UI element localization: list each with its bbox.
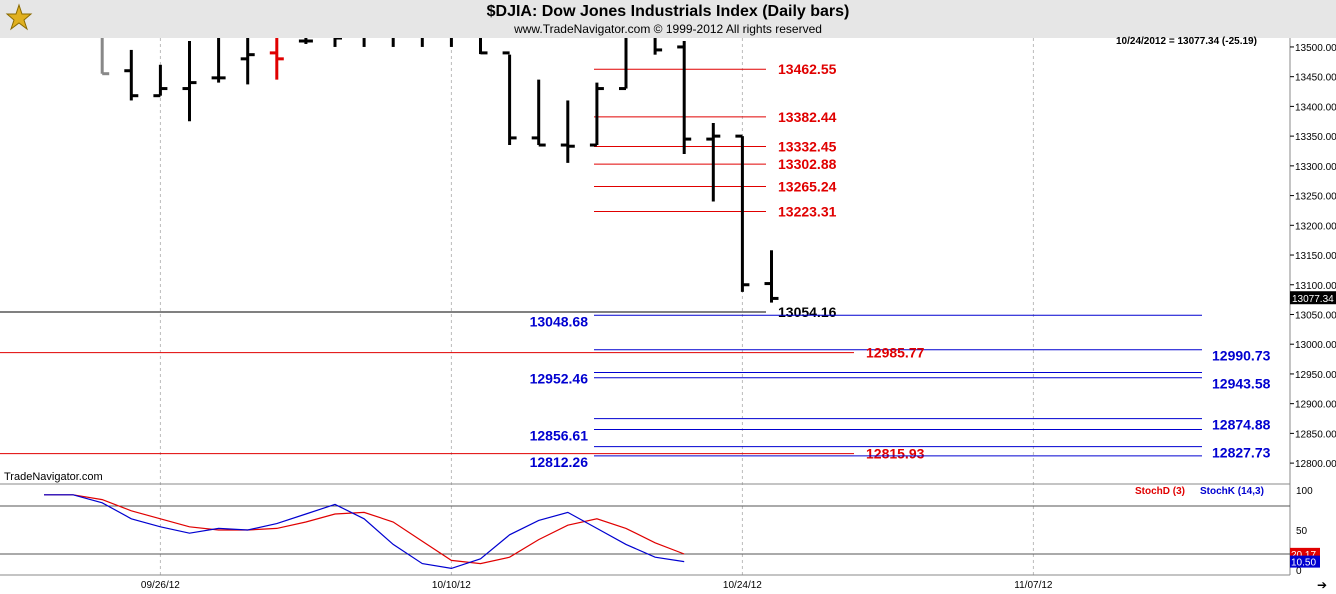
y-tick-label: 12800.00: [1295, 459, 1336, 470]
ohlc-bar[interactable]: [124, 49, 139, 101]
stoch-last-tag: 10.50: [1291, 558, 1316, 569]
stoch-series-line: [44, 494, 685, 570]
level-label: 12952.46: [530, 370, 589, 386]
ohlc-bar[interactable]: [386, 11, 400, 47]
x-tick-label: 11/07/12: [1014, 580, 1053, 591]
last-price-tag-bg: [1290, 291, 1336, 305]
x-tick-label: 09/26/12: [141, 580, 180, 591]
ohlc-bar[interactable]: [328, 11, 342, 47]
ohlc-bar[interactable]: [444, 11, 458, 47]
trade-navigator-logo-icon[interactable]: [4, 2, 34, 32]
level-label: 13462.55: [778, 61, 837, 77]
ohlc-bar[interactable]: [706, 123, 721, 202]
ohlc-bar[interactable]: [560, 100, 575, 163]
level-label: 12990.73: [1212, 348, 1271, 364]
legend-stoch-k: StochK (14,3): [1200, 486, 1264, 497]
chart-subtitle: www.TradeNavigator.com © 1999-2012 All r…: [514, 22, 822, 36]
ohlc-bars: [95, 5, 779, 303]
y-tick-label: 13050.00: [1295, 310, 1336, 321]
level-label: 12874.88: [1212, 417, 1271, 433]
stoch-y-tick-label: 50: [1296, 526, 1308, 537]
y-tick-label: 13350.00: [1295, 132, 1336, 143]
ohlc-bar[interactable]: [474, 11, 488, 55]
ohlc-bar[interactable]: [619, 35, 633, 91]
y-tick-label: 13200.00: [1295, 221, 1336, 232]
y-tick-label: 13000.00: [1295, 340, 1336, 351]
y-tick-label: 12950.00: [1295, 370, 1336, 381]
level-label: 12856.61: [530, 427, 589, 443]
level-label: 12943.58: [1212, 376, 1271, 392]
chart-title: $DJIA: Dow Jones Industrials Index (Dail…: [486, 3, 850, 20]
scroll-right-arrow-icon[interactable]: ➔: [1316, 578, 1328, 592]
stoch-last-tag: 20.17: [1291, 550, 1316, 561]
ohlc-bar[interactable]: [531, 79, 546, 147]
level-label: 13332.45: [778, 139, 837, 155]
y-tick-label: 13100.00: [1295, 281, 1336, 292]
ohlc-bar[interactable]: [211, 35, 226, 83]
y-tick-label: 13150.00: [1295, 251, 1336, 262]
level-label: 12985.77: [866, 345, 925, 361]
ohlc-bar[interactable]: [95, 5, 110, 76]
ohlc-bar[interactable]: [415, 11, 429, 47]
ohlc-bar[interactable]: [764, 250, 779, 303]
ohlc-bar[interactable]: [269, 35, 284, 80]
watermark: TradeNavigator.com: [4, 471, 103, 483]
ohlc-bar[interactable]: [298, 35, 313, 44]
level-label: 13302.88: [778, 156, 837, 172]
ohlc-bar[interactable]: [735, 134, 750, 292]
ohlc-bar[interactable]: [182, 41, 197, 122]
level-label: 12815.93: [866, 446, 925, 462]
title-bar: [0, 0, 1336, 38]
y-tick-label: 13300.00: [1295, 162, 1336, 173]
stoch-series-line: [44, 494, 685, 565]
stoch-y-tick-label: 100: [1296, 486, 1313, 497]
x-tick-label: 10/24/12: [723, 580, 762, 591]
level-label: 13048.68: [530, 313, 589, 329]
level-label: 12827.73: [1212, 445, 1271, 461]
level-label: 13265.24: [778, 179, 837, 195]
last-price-tag: 13077.34: [1292, 294, 1334, 305]
ohlc-bar[interactable]: [589, 82, 604, 147]
ohlc-bar[interactable]: [153, 64, 168, 98]
ohlc-bar[interactable]: [648, 23, 663, 55]
y-tick-label: 13250.00: [1295, 192, 1336, 203]
level-label: 12812.26: [530, 454, 589, 470]
ohlc-bar[interactable]: [502, 51, 517, 146]
y-tick-label: 13400.00: [1295, 102, 1336, 113]
stoch-y-tick-label: 0: [1296, 566, 1302, 577]
ohlc-bar[interactable]: [240, 35, 255, 85]
y-tick-label: 12900.00: [1295, 400, 1336, 411]
ohlc-bar[interactable]: [677, 41, 692, 154]
y-tick-label: 13450.00: [1295, 73, 1336, 84]
y-tick-label: 12850.00: [1295, 429, 1336, 440]
level-label: 13223.31: [778, 203, 837, 219]
ohlc-bar[interactable]: [357, 11, 371, 47]
legend-stoch-d: StochD (3): [1135, 486, 1185, 497]
stoch-last-tag-bg: [1290, 555, 1320, 568]
price-readout: 10/24/2012 = 13077.34 (-25.19): [1116, 36, 1257, 47]
level-label: 13054.16: [778, 304, 837, 320]
y-tick-label: 13500.00: [1295, 43, 1336, 54]
x-tick-label: 10/10/12: [432, 580, 471, 591]
level-label: 13382.44: [778, 109, 837, 125]
